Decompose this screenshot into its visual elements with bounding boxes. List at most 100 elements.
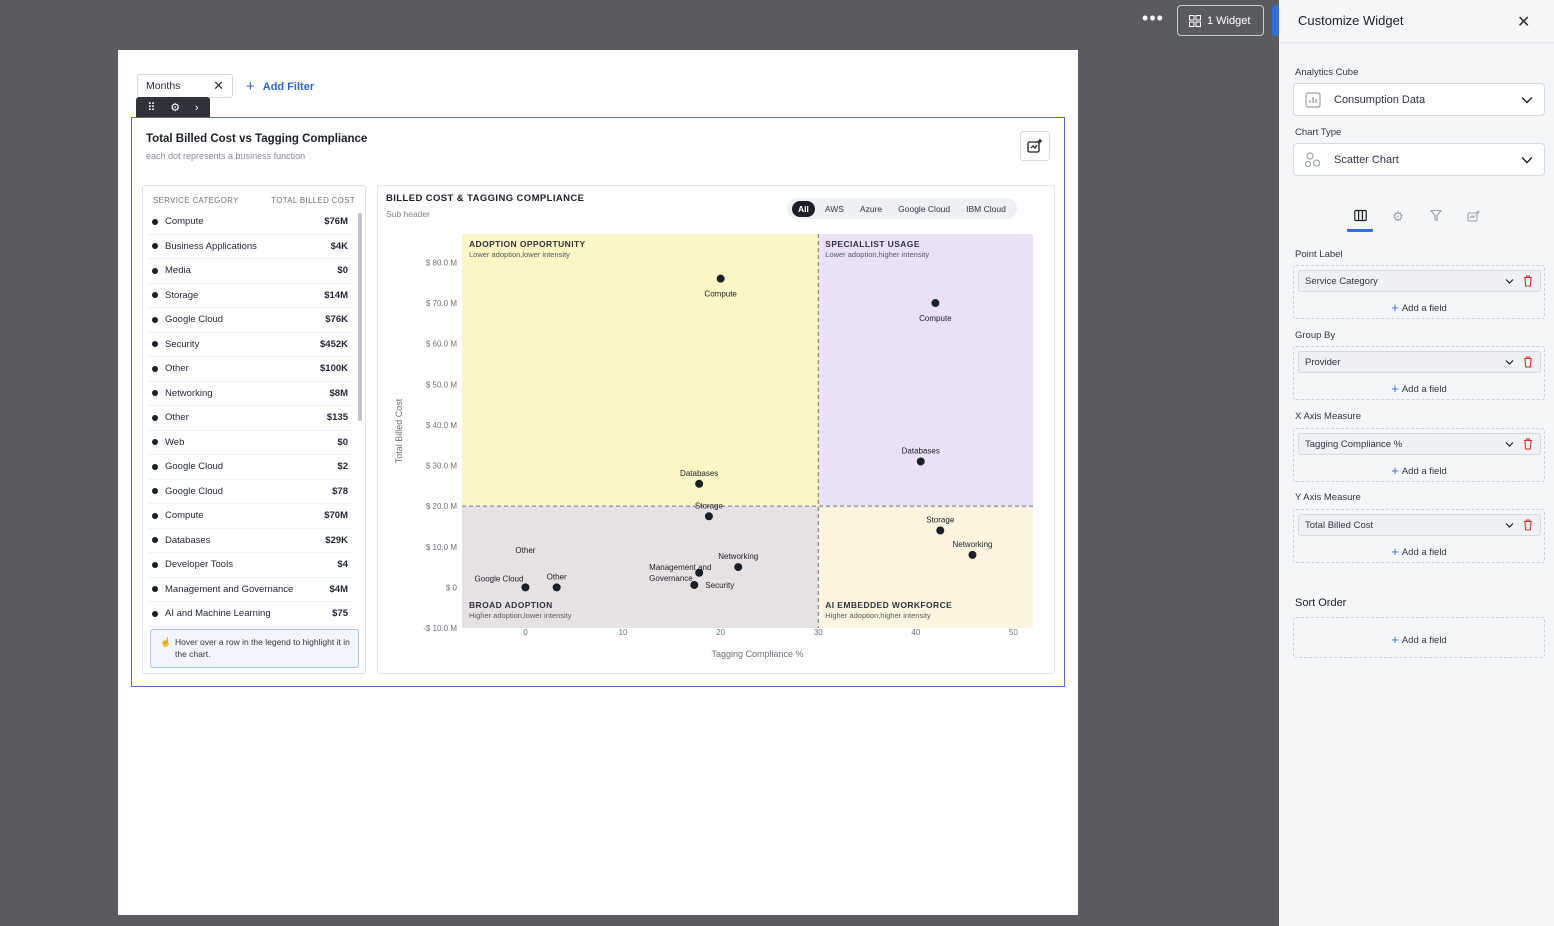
- legend-row-category: Compute: [165, 216, 204, 228]
- legend-dot: [152, 292, 158, 299]
- legend-row[interactable]: Management and Governance $4M: [149, 578, 352, 602]
- legend-row[interactable]: Google Cloud $76K: [149, 308, 352, 333]
- chevron-down-icon: [1521, 157, 1533, 164]
- trash-icon[interactable]: [1523, 519, 1533, 531]
- legend-row[interactable]: Web $0: [149, 431, 352, 455]
- legend-scrollbar[interactable]: [358, 213, 362, 421]
- provider-filter-aws[interactable]: AWS: [824, 203, 844, 214]
- legend-row[interactable]: Security $452K: [149, 333, 352, 357]
- scatter-point-label: Other: [515, 546, 535, 555]
- legend-row[interactable]: Media $0: [149, 259, 352, 284]
- provider-filter-all[interactable]: All: [792, 200, 815, 217]
- scatter-point-label: Storage: [695, 501, 724, 510]
- chevron-right-icon[interactable]: ›: [194, 101, 199, 114]
- legend-dot: [152, 610, 158, 617]
- legend-row[interactable]: Other $100K: [149, 357, 352, 382]
- legend-row[interactable]: Compute $76M: [149, 210, 352, 235]
- legend-row-category: Networking: [165, 387, 213, 399]
- y-axis-dropzone: Total Billed Cost + Add a field: [1293, 509, 1545, 563]
- legend-row-category: Compute: [165, 510, 204, 522]
- legend-row[interactable]: Networking $8M: [149, 382, 352, 406]
- legend-row-cost: $8M: [329, 387, 348, 399]
- point-label-value: Service Category: [1305, 275, 1378, 287]
- scatter-widget[interactable]: Total Billed Cost vs Tagging Compliance …: [131, 117, 1065, 687]
- add-field-label: Add a field: [1401, 466, 1447, 477]
- legend-row[interactable]: AI and Machine Learning $75: [149, 602, 352, 627]
- x-tick-label: 20: [716, 628, 725, 637]
- gear-icon[interactable]: ⚙: [170, 102, 181, 114]
- widget-count-button[interactable]: 1 Widget: [1177, 5, 1264, 36]
- provider-filter-google-cloud[interactable]: Google Cloud: [898, 203, 951, 214]
- tab-ai-insights[interactable]: [1461, 208, 1487, 232]
- legend-row[interactable]: Business Applications $4K: [149, 235, 352, 259]
- sort-order-label: Sort Order: [1295, 597, 1347, 609]
- point-label-field[interactable]: Service Category: [1298, 270, 1541, 292]
- drag-handle-icon[interactable]: ⠿: [147, 102, 156, 114]
- legend-row[interactable]: Storage $14M: [149, 284, 352, 308]
- scatter-point-label: Networking: [718, 552, 758, 561]
- x-axis-measure-label: X Axis Measure: [1295, 411, 1361, 422]
- legend-row[interactable]: Developer Tools $4: [149, 553, 352, 578]
- analytics-cube-select[interactable]: Consumption Data: [1293, 83, 1545, 116]
- plus-icon: +: [1391, 463, 1399, 478]
- scatter-point: [716, 274, 725, 283]
- chevron-down-icon[interactable]: [1505, 358, 1514, 367]
- trash-icon[interactable]: [1523, 275, 1533, 287]
- legend-row[interactable]: Google Cloud $78: [149, 480, 352, 504]
- tab-filters[interactable]: [1423, 208, 1449, 232]
- chart-subheader: Sub header: [386, 209, 430, 219]
- provider-filter-ibm-cloud[interactable]: IBM Cloud: [966, 203, 1006, 214]
- chevron-down-icon[interactable]: [1505, 277, 1514, 286]
- legend-row-category: Security: [165, 338, 200, 350]
- close-icon[interactable]: ✕: [213, 78, 224, 93]
- chevron-down-icon[interactable]: [1505, 440, 1514, 449]
- add-sort-field-button[interactable]: + Add a field: [1294, 631, 1544, 647]
- group-by-field[interactable]: Provider: [1298, 351, 1541, 373]
- legend-dot: [152, 243, 158, 250]
- add-field-label: Add a field: [1401, 303, 1447, 314]
- add-filter-button[interactable]: + Add Filter: [246, 78, 314, 95]
- plus-icon: +: [1391, 544, 1399, 559]
- ai-insights-button[interactable]: [1020, 131, 1050, 161]
- plus-icon: +: [246, 78, 255, 95]
- legend-row-category: Business Applications: [165, 240, 257, 252]
- legend-dot: [152, 463, 158, 470]
- scatter-point-label: Management and Governance: [649, 563, 711, 583]
- point-label-label: Point Label: [1295, 249, 1343, 260]
- y-axis-measure-field[interactable]: Total Billed Cost: [1298, 514, 1541, 536]
- scatter-point-label: Google Cloud: [475, 574, 524, 583]
- trash-icon[interactable]: [1523, 438, 1533, 450]
- primary-action-button-edge[interactable]: [1272, 5, 1282, 36]
- chevron-down-icon[interactable]: [1505, 521, 1514, 530]
- legend-row[interactable]: Compute $70M: [149, 504, 352, 529]
- tab-data-fields[interactable]: [1347, 208, 1373, 232]
- legend-row[interactable]: Google Cloud $2: [149, 455, 352, 480]
- quadrant-subtitle: Higher adoption,lower intensity: [469, 611, 572, 620]
- scatter-point-label: Security: [705, 581, 734, 590]
- sort-order-dropzone: + Add a field: [1293, 617, 1545, 658]
- trash-icon[interactable]: [1523, 356, 1533, 368]
- plus-icon: +: [1391, 300, 1399, 315]
- provider-filter-azure[interactable]: Azure: [859, 203, 883, 214]
- legend-row[interactable]: Other $135: [149, 406, 352, 431]
- tab-settings[interactable]: ⚙: [1385, 208, 1411, 232]
- scatter-point: [968, 550, 977, 559]
- more-options-button[interactable]: •••: [1142, 8, 1164, 28]
- scatter-point-label: Compute: [919, 314, 952, 323]
- add-y-axis-field-button[interactable]: + Add a field: [1294, 543, 1544, 559]
- months-filter-chip[interactable]: Months ✕: [137, 74, 233, 98]
- close-icon[interactable]: ✕: [1517, 14, 1531, 31]
- legend-row-cost: $4M: [329, 583, 348, 595]
- scatter-point: [734, 563, 743, 572]
- legend-row-category: Web: [165, 436, 185, 448]
- add-group-by-field-button[interactable]: + Add a field: [1294, 380, 1544, 396]
- add-point-label-field-button[interactable]: + Add a field: [1294, 299, 1544, 315]
- legend-row[interactable]: Databases $29K: [149, 529, 352, 553]
- scatter-point-label: Compute: [704, 290, 737, 299]
- x-axis-measure-field[interactable]: Tagging Compliance %: [1298, 433, 1541, 455]
- legend-row-category: Other: [165, 412, 189, 424]
- y-axis-measure-label: Y Axis Measure: [1295, 492, 1361, 503]
- chart-type-select[interactable]: Scatter Chart: [1293, 143, 1545, 176]
- add-x-axis-field-button[interactable]: + Add a field: [1294, 462, 1544, 478]
